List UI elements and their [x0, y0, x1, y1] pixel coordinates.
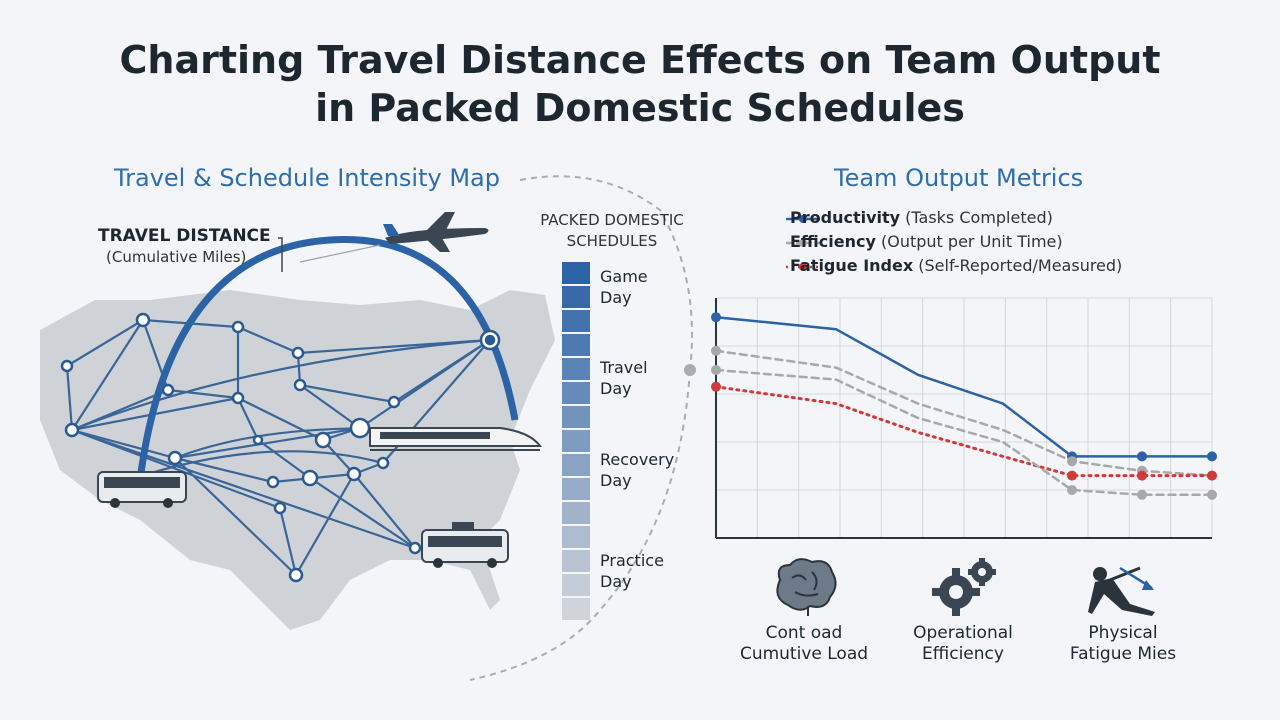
- data-point: [1137, 489, 1147, 500]
- legend-item-productivity: Productivity (Tasks Completed): [790, 208, 1053, 227]
- legend-detail: (Tasks Completed): [905, 208, 1053, 227]
- schedule-bar-segment: [562, 574, 590, 596]
- data-point: [711, 381, 721, 392]
- data-point: [1067, 456, 1077, 467]
- schedule-title-line1: PACKED DOMESTIC: [540, 211, 684, 229]
- data-point: [711, 345, 721, 356]
- icon-label-cognitive: Cont oad Cumutive Load: [734, 623, 874, 665]
- series-line: [714, 385, 1214, 478]
- legend-item-efficiency: Efficiency (Output per Unit Time): [790, 232, 1063, 251]
- schedule-bar-segment: [562, 454, 590, 476]
- schedule-bar-segment: [562, 430, 590, 452]
- metrics-section-title: Team Output Metrics: [834, 164, 1084, 192]
- icon-label-line2: Efficiency: [922, 644, 1004, 664]
- data-point: [1067, 470, 1077, 481]
- schedule-item-line1: Practice: [600, 551, 664, 570]
- legend-name: Fatigue Index: [790, 256, 914, 275]
- gears-icon: [932, 558, 996, 616]
- data-point: [711, 365, 721, 375]
- legend-name: Efficiency: [790, 232, 876, 251]
- schedule-bar-segment: [562, 550, 590, 572]
- bus-icon: [421, 522, 509, 568]
- dashed-connector: [519, 175, 693, 371]
- travel-distance-sublabel: (Cumulative Miles): [106, 248, 247, 266]
- fallen-person-icon: [1088, 566, 1155, 616]
- schedule-item-line2: Day: [600, 288, 632, 307]
- legend-item-fatigue: Fatigue Index (Self-Reported/Measured): [790, 256, 1122, 275]
- schedule-item-line1: Travel: [600, 358, 648, 377]
- data-point: [1207, 470, 1217, 481]
- data-point: [1137, 451, 1147, 462]
- schedule-bar-segment: [562, 334, 590, 356]
- schedule-bar-segment: [562, 526, 590, 548]
- schedule-item-line1: Game: [600, 267, 648, 286]
- map-section-title: Travel & Schedule Intensity Map: [114, 164, 500, 192]
- series-line: [714, 368, 1214, 497]
- schedule-bar-segment: [562, 358, 590, 380]
- schedule-bar-segment: [562, 262, 590, 284]
- schedule-title-line2: SCHEDULES: [566, 232, 658, 250]
- schedule-bar-segment: [562, 286, 590, 308]
- legend-dot: [799, 215, 807, 223]
- data-point: [711, 312, 721, 323]
- output-chart: [711, 297, 1217, 539]
- airplane-icon: [383, 212, 489, 252]
- schedule-item-line1: Recovery: [600, 450, 675, 469]
- schedule-item-practice: Practice Day: [600, 550, 664, 592]
- icon-label-line1: Operational: [913, 623, 1013, 643]
- data-point: [1067, 485, 1077, 495]
- schedule-bar-segment: [562, 502, 590, 524]
- travel-distance-label: TRAVEL DISTANCE: [98, 226, 271, 246]
- icon-label-line1: Physical: [1088, 623, 1158, 643]
- legend-detail: (Self-Reported/Measured): [918, 256, 1123, 275]
- schedule-item-line2: Day: [600, 572, 632, 591]
- legend-dot: [799, 263, 807, 271]
- legend-name: Productivity: [790, 208, 901, 227]
- icon-label-physical: Physical Fatigue Mies: [1053, 623, 1193, 665]
- schedule-item-line2: Day: [600, 471, 632, 490]
- schedule-bar-segment: [562, 382, 590, 404]
- schedule-item-travel: Travel Day: [600, 357, 648, 399]
- schedule-item-line2: Day: [600, 379, 632, 398]
- page-title-line2: in Packed Domestic Schedules: [315, 86, 965, 130]
- schedule-bar: [562, 262, 590, 620]
- legend-markers: [786, 215, 820, 271]
- brain-icon: [776, 558, 837, 616]
- dashed-connector: [469, 369, 691, 681]
- icon-label-line1: Cont oad: [765, 623, 843, 643]
- schedule-bar-segment: [562, 478, 590, 500]
- icon-label-line2: Cumutive Load: [739, 644, 869, 664]
- icon-label-line2: Fatigue Mies: [1069, 644, 1177, 664]
- page-title-line1: Charting Travel Distance Effects on Team…: [119, 38, 1161, 82]
- schedule-bar-segment: [562, 310, 590, 332]
- train-icon: [369, 427, 542, 451]
- legend-detail: (Output per Unit Time): [881, 232, 1063, 251]
- icon-label-operational: Operational Efficiency: [893, 623, 1033, 665]
- data-point: [1207, 489, 1217, 500]
- schedule-title: PACKED DOMESTIC SCHEDULES: [522, 210, 702, 252]
- data-point: [1207, 451, 1217, 462]
- schedule-bar-segment: [562, 406, 590, 428]
- data-point: [1137, 470, 1147, 481]
- bus-icon: [97, 471, 187, 508]
- schedule-item-recovery: Recovery Day: [600, 449, 674, 491]
- schedule-item-game: Game Day: [600, 266, 648, 308]
- schedule-bar-segment: [562, 598, 590, 620]
- travel-arc: [136, 236, 519, 481]
- legend-dot: [799, 239, 807, 247]
